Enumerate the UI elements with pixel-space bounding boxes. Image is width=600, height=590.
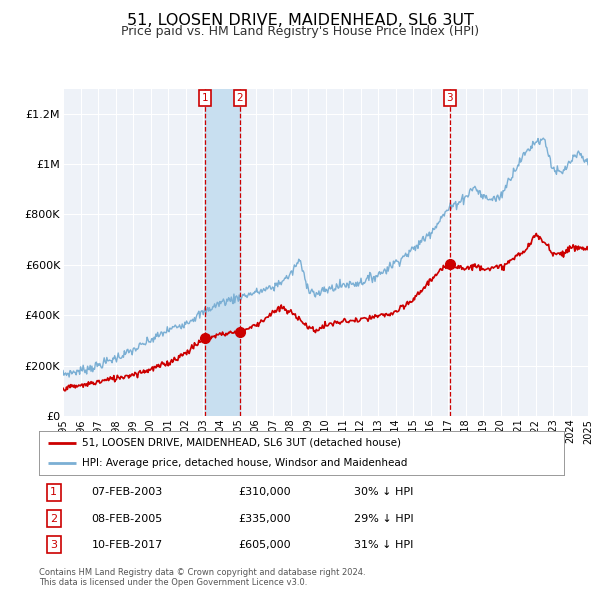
- Text: 3: 3: [50, 540, 57, 550]
- Text: Price paid vs. HM Land Registry's House Price Index (HPI): Price paid vs. HM Land Registry's House …: [121, 25, 479, 38]
- Text: 51, LOOSEN DRIVE, MAIDENHEAD, SL6 3UT: 51, LOOSEN DRIVE, MAIDENHEAD, SL6 3UT: [127, 13, 473, 28]
- Text: 30% ↓ HPI: 30% ↓ HPI: [354, 487, 413, 497]
- Text: 2: 2: [50, 513, 57, 523]
- Text: Contains HM Land Registry data © Crown copyright and database right 2024.: Contains HM Land Registry data © Crown c…: [39, 568, 365, 576]
- Text: £335,000: £335,000: [239, 513, 291, 523]
- Text: 29% ↓ HPI: 29% ↓ HPI: [354, 513, 413, 523]
- Text: 2: 2: [236, 93, 243, 103]
- Text: £310,000: £310,000: [239, 487, 291, 497]
- Text: 31% ↓ HPI: 31% ↓ HPI: [354, 540, 413, 550]
- Text: 10-FEB-2017: 10-FEB-2017: [91, 540, 163, 550]
- Text: 08-FEB-2005: 08-FEB-2005: [91, 513, 163, 523]
- Text: HPI: Average price, detached house, Windsor and Maidenhead: HPI: Average price, detached house, Wind…: [82, 458, 407, 468]
- Text: 1: 1: [50, 487, 57, 497]
- Text: £605,000: £605,000: [239, 540, 291, 550]
- Text: 07-FEB-2003: 07-FEB-2003: [91, 487, 163, 497]
- Bar: [205, 88, 240, 416]
- Text: 3: 3: [446, 93, 453, 103]
- Text: 1: 1: [202, 93, 208, 103]
- Text: This data is licensed under the Open Government Licence v3.0.: This data is licensed under the Open Gov…: [39, 578, 307, 587]
- Text: 51, LOOSEN DRIVE, MAIDENHEAD, SL6 3UT (detached house): 51, LOOSEN DRIVE, MAIDENHEAD, SL6 3UT (d…: [82, 438, 401, 448]
